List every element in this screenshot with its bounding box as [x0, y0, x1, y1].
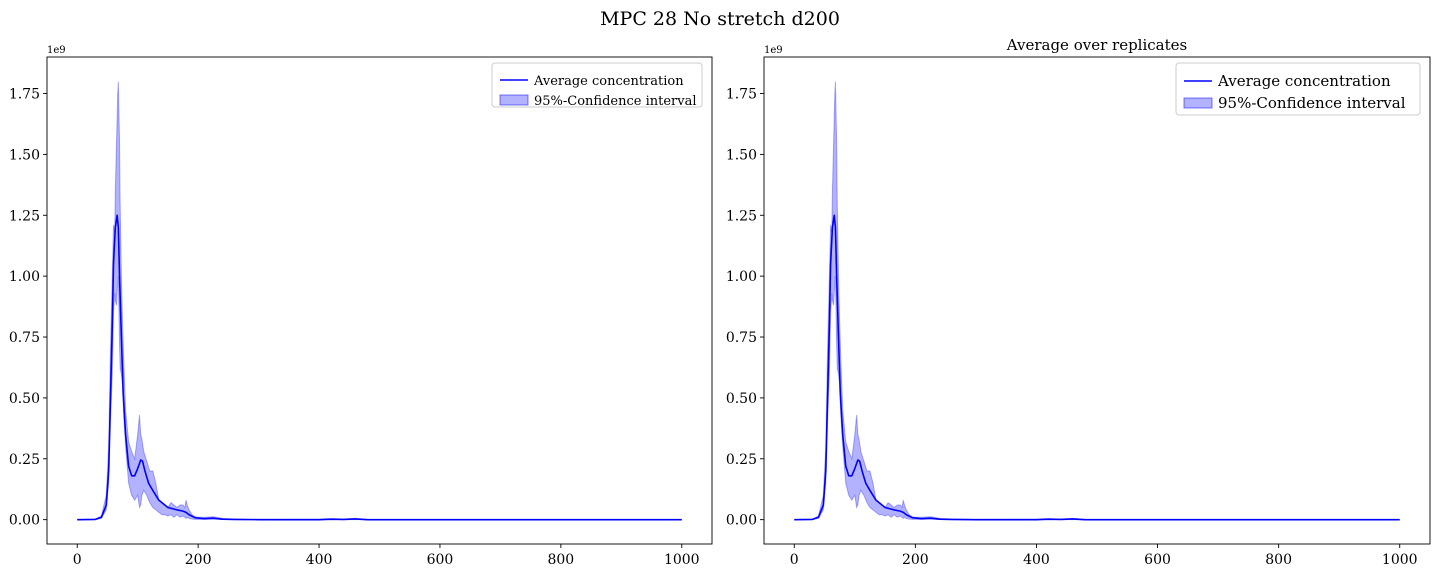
y-tick-label: 1.75 — [9, 87, 40, 103]
x-tick-label: 1000 — [664, 552, 700, 568]
legend-band-swatch — [499, 94, 529, 106]
y-tick-label: 1.25 — [726, 208, 757, 224]
axes-frame — [46, 56, 713, 545]
x-tick-label: 800 — [547, 552, 574, 568]
y-tick-label: 0.25 — [726, 452, 757, 468]
x-tick-label: 400 — [1023, 552, 1050, 568]
average-line — [794, 214, 1400, 521]
y-tick-label: 0.75 — [9, 330, 40, 346]
legend-frame — [1175, 62, 1421, 116]
x-tick-label: 400 — [306, 552, 333, 568]
legend-label-average: Average concentration — [1217, 72, 1391, 90]
y-offset-label: 1e9 — [764, 45, 783, 56]
confidence-band — [794, 81, 1400, 521]
legend: Average concentration 95%-Confidence inte… — [1175, 62, 1421, 116]
x-tick-label: 600 — [427, 552, 454, 568]
legend-label-confidence: 95%-Confidence interval — [1218, 94, 1406, 112]
x-tick-label: 1000 — [1382, 552, 1418, 568]
chart-1: 0 200 400 600 800 1000 0.00 0.25 0.50 0.75 1.00 1.2… — [9, 45, 713, 568]
y-tick-label: 1.50 — [726, 147, 757, 163]
y-tick-label: 0.50 — [9, 391, 40, 407]
figure-suptitle: MPC 28 No stretch d200 — [600, 8, 840, 30]
y-tick-label: 0.50 — [726, 391, 757, 407]
y-tick-label: 0.00 — [9, 513, 40, 529]
average-line — [77, 214, 682, 521]
y-tick-label: 1.25 — [9, 208, 40, 224]
y-offset-label: 1e9 — [47, 45, 66, 56]
x-tick-label: 800 — [1265, 552, 1292, 568]
legend-frame — [491, 62, 703, 108]
legend-label-confidence: 95%-Confidence interval — [534, 94, 697, 109]
legend: Average concentration 95%-Confidence inte… — [491, 62, 703, 109]
legend-label-average: Average concentration — [533, 74, 684, 89]
axes-title: Average over replicates — [1006, 36, 1187, 54]
y-tick-label: 1.00 — [726, 269, 757, 285]
x-tick-label: 200 — [902, 552, 929, 568]
x-tick-label: 600 — [1144, 552, 1171, 568]
y-tick-label: 0.75 — [726, 330, 757, 346]
y-tick-label: 0.25 — [9, 452, 40, 468]
axes-frame — [763, 56, 1431, 545]
y-tick-label: 0.00 — [726, 513, 757, 529]
y-tick-label: 1.50 — [9, 147, 40, 163]
x-tick-label: 0 — [790, 552, 799, 568]
legend-band-swatch — [1183, 97, 1213, 109]
confidence-band — [77, 81, 682, 521]
x-tick-label: 200 — [185, 552, 212, 568]
x-tick-label: 0 — [73, 552, 82, 568]
y-tick-label: 1.00 — [9, 269, 40, 285]
y-tick-label: 1.75 — [726, 87, 757, 103]
chart-2: 0 200 400 600 800 1000 0.00 0.25 0.50 0.75 1.00 1.2… — [726, 36, 1431, 568]
